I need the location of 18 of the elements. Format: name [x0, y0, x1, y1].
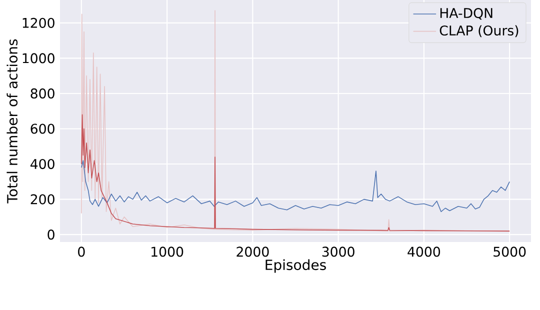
- x-tick-label: 3000: [322, 246, 354, 257]
- y-tick-label: 400: [30, 158, 54, 170]
- legend-label: HA-DQN: [440, 8, 492, 20]
- y-tick-label: 1000: [22, 53, 54, 64]
- y-tick-label: 600: [30, 124, 54, 134]
- x-tick-label: 5000: [494, 246, 526, 257]
- x-tick-label: 2000: [236, 246, 269, 257]
- line-series: [81, 160, 510, 212]
- x-tick-label: 0: [78, 246, 85, 257]
- x-axis-title: Episodes: [266, 259, 326, 273]
- y-tick-label: 200: [30, 194, 54, 204]
- x-tick-label: 4000: [408, 246, 440, 257]
- y-tick-label: 0: [48, 230, 54, 240]
- y-tick-label: 800: [30, 88, 54, 99]
- legend-label: CLAP (Ours): [440, 25, 518, 38]
- x-tick-label: 1000: [152, 246, 184, 257]
- y-tick-label: 1200: [22, 18, 54, 28]
- y-axis-title: Total number of actions: [6, 39, 18, 204]
